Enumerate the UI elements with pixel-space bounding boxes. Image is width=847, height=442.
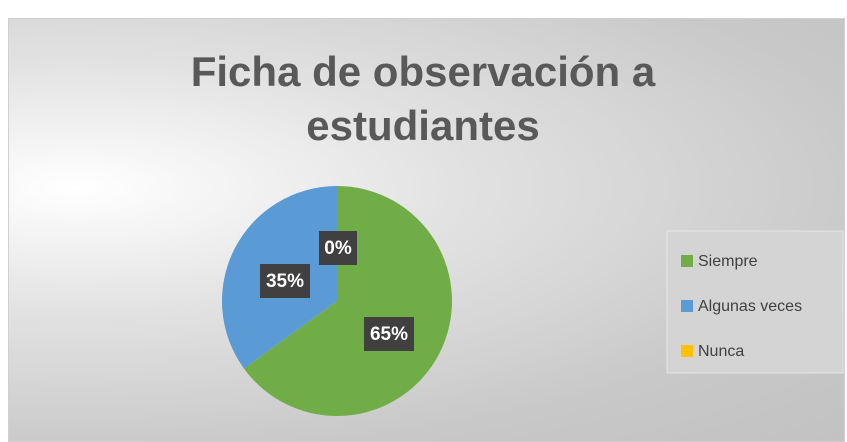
legend-box [666,230,844,374]
legend-label: Nunca [698,343,744,360]
data-label: 65% [370,324,408,345]
pie-slice [243,186,452,417]
legend-swatch [681,345,693,357]
data-label-box [364,317,414,351]
legend-swatch [681,255,693,267]
data-label: 35% [266,271,304,292]
data-label-box [260,264,310,298]
legend-label: Siempre [698,253,758,270]
data-label: 0% [324,238,352,259]
data-label-box [319,231,357,265]
legend-swatch [681,300,693,312]
legend-label: Algunas veces [698,298,802,315]
chart-title: Ficha de observación a estudiantes [190,48,656,149]
